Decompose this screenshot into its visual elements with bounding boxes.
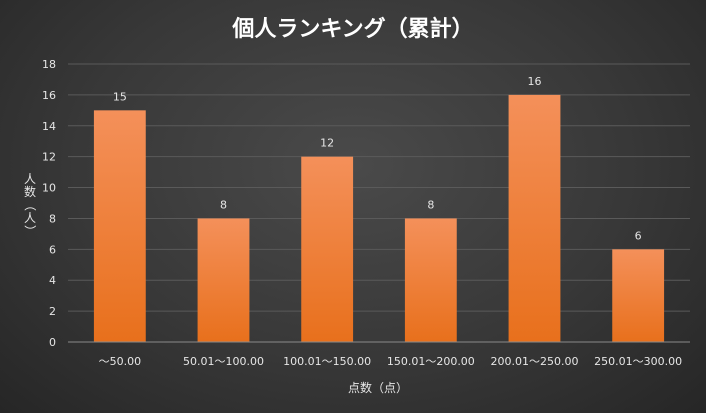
bar-data-label: 15 <box>113 90 127 103</box>
bar-data-label: 8 <box>220 198 227 211</box>
chart-title: 個人ランキング（累計） <box>231 16 473 42</box>
y-axis-title-char: ） <box>23 225 37 237</box>
y-tick-label: 6 <box>49 243 56 256</box>
bar-data-label: 6 <box>635 229 642 242</box>
y-tick-labels: 0 2 4 6 8 10 12 14 16 18 <box>42 58 56 349</box>
y-tick-label: 18 <box>42 58 56 71</box>
bar <box>404 218 457 342</box>
y-tick-label: 2 <box>49 305 56 318</box>
y-tick-label: 12 <box>42 151 56 164</box>
x-category-label: 200.01〜250.00 <box>491 355 579 368</box>
data-labels: 15 8 12 8 16 6 <box>113 75 642 242</box>
bar-data-label: 12 <box>320 137 334 150</box>
y-axis-title-char: 人 <box>24 172 36 186</box>
gridlines <box>68 63 690 312</box>
y-tick-label: 10 <box>42 182 56 195</box>
bar <box>93 110 146 342</box>
x-category-label: 100.01〜150.00 <box>283 355 371 368</box>
bar <box>197 218 250 342</box>
x-category-label: 50.01〜100.00 <box>183 355 264 368</box>
x-category-label: 〜50.00 <box>99 355 142 368</box>
x-category-label: 150.01〜200.00 <box>387 355 475 368</box>
bar <box>301 156 354 342</box>
bar <box>508 94 561 342</box>
bar <box>612 249 665 342</box>
y-tick-label: 0 <box>49 336 56 349</box>
y-axis-title-char: （ <box>23 199 37 211</box>
y-axis-title: 人数（人） <box>23 172 37 237</box>
y-axis-title-char: 数 <box>24 184 36 199</box>
bar-data-label: 8 <box>427 198 434 211</box>
x-category-labels: 〜50.00 50.01〜100.00 100.01〜150.00 150.01〜20… <box>99 355 683 368</box>
x-category-label: 250.01〜300.00 <box>594 355 682 368</box>
y-axis-title-char: 人 <box>24 211 36 225</box>
y-tick-label: 4 <box>49 274 56 287</box>
bar-data-label: 16 <box>528 75 542 88</box>
y-tick-label: 8 <box>49 212 56 225</box>
x-axis-title: 点数（点） <box>348 380 408 395</box>
bars <box>93 94 665 342</box>
y-tick-label: 16 <box>42 89 56 102</box>
y-tick-label: 14 <box>42 120 56 133</box>
